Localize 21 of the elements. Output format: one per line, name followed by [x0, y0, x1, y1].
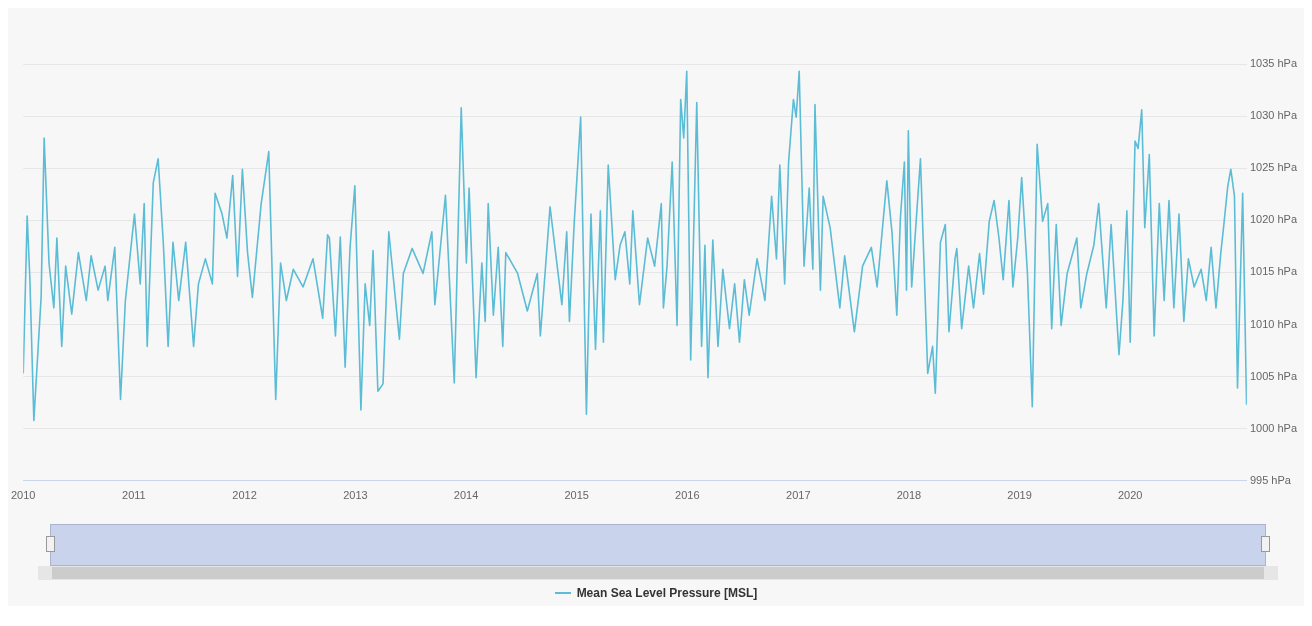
- x-tick-label: 2012: [232, 489, 257, 502]
- y-tick-label: 1010 hPa: [1249, 317, 1298, 330]
- y-tick-label: 1020 hPa: [1249, 213, 1298, 226]
- x-tick-label: 2018: [896, 489, 922, 502]
- y-tick-label: 995 hPa: [1249, 473, 1292, 486]
- y-tick-label: 1005 hPa: [1249, 369, 1298, 382]
- x-tick-label: 2017: [786, 489, 811, 502]
- legend-label: Mean Sea Level Pressure [MSL]: [576, 586, 758, 600]
- y-tick-label: 1030 hPa: [1249, 109, 1298, 122]
- y-tick-label: 1000 hPa: [1249, 421, 1298, 434]
- x-tick-label: 2014: [453, 489, 479, 502]
- y-tick-label: 1035 hPa: [1249, 57, 1298, 70]
- x-tick-label: 2011: [122, 489, 146, 502]
- x-tick-label: 2020: [1117, 489, 1143, 502]
- y-tick-label: 1025 hPa: [1249, 161, 1298, 174]
- x-tick-label: 2010: [10, 489, 36, 502]
- x-tick-label: 2013: [343, 489, 368, 502]
- x-tick-label: 2019: [1007, 489, 1032, 502]
- x-tick-label: 2015: [564, 489, 589, 502]
- y-tick-label: 1015 hPa: [1249, 265, 1298, 278]
- x-tick-label: 2016: [675, 489, 700, 502]
